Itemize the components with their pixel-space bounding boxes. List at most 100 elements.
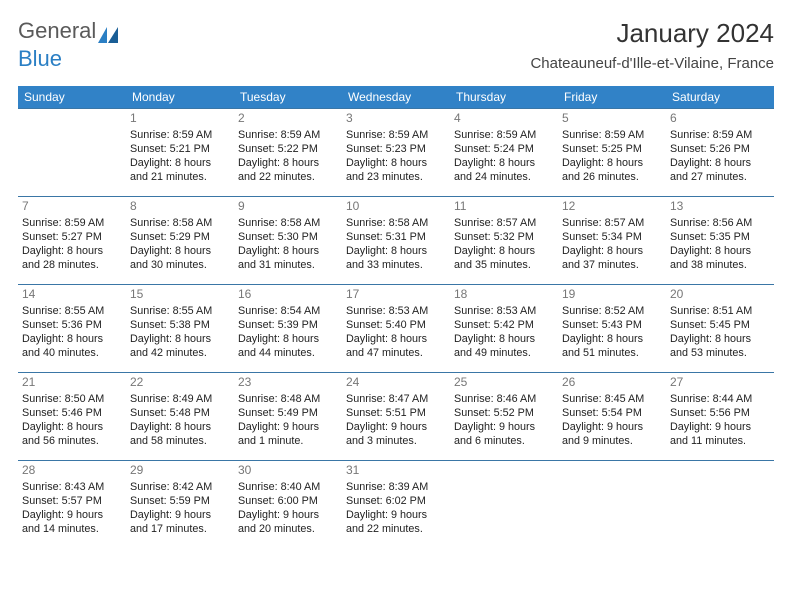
sunset-line: Sunset: 6:00 PM	[238, 494, 338, 508]
logo-text-1: General	[18, 18, 96, 44]
daylight-line: Daylight: 8 hours and 37 minutes.	[562, 244, 662, 272]
daylight-line: Daylight: 8 hours and 40 minutes.	[22, 332, 122, 360]
calendar-cell: 13Sunrise: 8:56 AMSunset: 5:35 PMDayligh…	[666, 196, 774, 284]
month-title: January 2024	[530, 18, 774, 49]
logo: General	[18, 18, 118, 44]
sunset-line: Sunset: 6:02 PM	[346, 494, 446, 508]
daylight-line: Daylight: 9 hours and 9 minutes.	[562, 420, 662, 448]
day-number: 24	[346, 375, 446, 391]
sunrise-line: Sunrise: 8:59 AM	[454, 128, 554, 142]
sunrise-line: Sunrise: 8:58 AM	[130, 216, 230, 230]
calendar-cell: 11Sunrise: 8:57 AMSunset: 5:32 PMDayligh…	[450, 196, 558, 284]
daylight-line: Daylight: 8 hours and 22 minutes.	[238, 156, 338, 184]
sunrise-line: Sunrise: 8:55 AM	[130, 304, 230, 318]
calendar-cell: 18Sunrise: 8:53 AMSunset: 5:42 PMDayligh…	[450, 284, 558, 372]
daylight-line: Daylight: 8 hours and 23 minutes.	[346, 156, 446, 184]
daylight-line: Daylight: 8 hours and 35 minutes.	[454, 244, 554, 272]
sunrise-line: Sunrise: 8:45 AM	[562, 392, 662, 406]
calendar-cell: 4Sunrise: 8:59 AMSunset: 5:24 PMDaylight…	[450, 108, 558, 196]
sunrise-line: Sunrise: 8:40 AM	[238, 480, 338, 494]
sunrise-line: Sunrise: 8:59 AM	[346, 128, 446, 142]
calendar-cell: 10Sunrise: 8:58 AMSunset: 5:31 PMDayligh…	[342, 196, 450, 284]
calendar-cell: 1Sunrise: 8:59 AMSunset: 5:21 PMDaylight…	[126, 108, 234, 196]
calendar-cell: 7Sunrise: 8:59 AMSunset: 5:27 PMDaylight…	[18, 196, 126, 284]
calendar-cell: 6Sunrise: 8:59 AMSunset: 5:26 PMDaylight…	[666, 108, 774, 196]
sunrise-line: Sunrise: 8:59 AM	[562, 128, 662, 142]
sunset-line: Sunset: 5:22 PM	[238, 142, 338, 156]
calendar-cell	[666, 460, 774, 548]
sunrise-line: Sunrise: 8:46 AM	[454, 392, 554, 406]
calendar-grid: SundayMondayTuesdayWednesdayThursdayFrid…	[18, 86, 774, 548]
calendar-cell: 27Sunrise: 8:44 AMSunset: 5:56 PMDayligh…	[666, 372, 774, 460]
sunset-line: Sunset: 5:48 PM	[130, 406, 230, 420]
daylight-line: Daylight: 8 hours and 44 minutes.	[238, 332, 338, 360]
sunrise-line: Sunrise: 8:44 AM	[670, 392, 770, 406]
day-header: Wednesday	[342, 86, 450, 108]
day-number: 31	[346, 463, 446, 479]
daylight-line: Daylight: 8 hours and 42 minutes.	[130, 332, 230, 360]
daylight-line: Daylight: 8 hours and 21 minutes.	[130, 156, 230, 184]
day-number: 22	[130, 375, 230, 391]
calendar-cell	[450, 460, 558, 548]
daylight-line: Daylight: 8 hours and 51 minutes.	[562, 332, 662, 360]
sunset-line: Sunset: 5:36 PM	[22, 318, 122, 332]
sunrise-line: Sunrise: 8:54 AM	[238, 304, 338, 318]
logo-text-2: Blue	[18, 46, 62, 72]
calendar-cell: 15Sunrise: 8:55 AMSunset: 5:38 PMDayligh…	[126, 284, 234, 372]
sunrise-line: Sunrise: 8:56 AM	[670, 216, 770, 230]
sunrise-line: Sunrise: 8:59 AM	[22, 216, 122, 230]
day-number: 18	[454, 287, 554, 303]
calendar-cell: 17Sunrise: 8:53 AMSunset: 5:40 PMDayligh…	[342, 284, 450, 372]
calendar-cell: 29Sunrise: 8:42 AMSunset: 5:59 PMDayligh…	[126, 460, 234, 548]
sunrise-line: Sunrise: 8:39 AM	[346, 480, 446, 494]
sunset-line: Sunset: 5:45 PM	[670, 318, 770, 332]
daylight-line: Daylight: 9 hours and 3 minutes.	[346, 420, 446, 448]
calendar-cell: 5Sunrise: 8:59 AMSunset: 5:25 PMDaylight…	[558, 108, 666, 196]
day-number: 23	[238, 375, 338, 391]
sunrise-line: Sunrise: 8:58 AM	[346, 216, 446, 230]
sunset-line: Sunset: 5:43 PM	[562, 318, 662, 332]
day-header: Thursday	[450, 86, 558, 108]
sunset-line: Sunset: 5:30 PM	[238, 230, 338, 244]
calendar-cell: 28Sunrise: 8:43 AMSunset: 5:57 PMDayligh…	[18, 460, 126, 548]
sunrise-line: Sunrise: 8:43 AM	[22, 480, 122, 494]
day-number: 19	[562, 287, 662, 303]
sunrise-line: Sunrise: 8:57 AM	[454, 216, 554, 230]
daylight-line: Daylight: 8 hours and 31 minutes.	[238, 244, 338, 272]
calendar-cell: 24Sunrise: 8:47 AMSunset: 5:51 PMDayligh…	[342, 372, 450, 460]
day-number: 4	[454, 111, 554, 127]
day-header: Saturday	[666, 86, 774, 108]
sunset-line: Sunset: 5:34 PM	[562, 230, 662, 244]
sunrise-line: Sunrise: 8:48 AM	[238, 392, 338, 406]
sunset-line: Sunset: 5:57 PM	[22, 494, 122, 508]
sunset-line: Sunset: 5:40 PM	[346, 318, 446, 332]
daylight-line: Daylight: 8 hours and 56 minutes.	[22, 420, 122, 448]
daylight-line: Daylight: 9 hours and 11 minutes.	[670, 420, 770, 448]
sunrise-line: Sunrise: 8:52 AM	[562, 304, 662, 318]
calendar-cell: 25Sunrise: 8:46 AMSunset: 5:52 PMDayligh…	[450, 372, 558, 460]
sunset-line: Sunset: 5:26 PM	[670, 142, 770, 156]
day-number: 30	[238, 463, 338, 479]
sunrise-line: Sunrise: 8:53 AM	[346, 304, 446, 318]
day-number: 25	[454, 375, 554, 391]
day-number: 15	[130, 287, 230, 303]
sunset-line: Sunset: 5:51 PM	[346, 406, 446, 420]
day-number: 21	[22, 375, 122, 391]
day-number: 8	[130, 199, 230, 215]
daylight-line: Daylight: 9 hours and 6 minutes.	[454, 420, 554, 448]
sunset-line: Sunset: 5:38 PM	[130, 318, 230, 332]
sunrise-line: Sunrise: 8:59 AM	[130, 128, 230, 142]
sunrise-line: Sunrise: 8:59 AM	[238, 128, 338, 142]
daylight-line: Daylight: 8 hours and 30 minutes.	[130, 244, 230, 272]
day-header: Sunday	[18, 86, 126, 108]
calendar-cell: 16Sunrise: 8:54 AMSunset: 5:39 PMDayligh…	[234, 284, 342, 372]
daylight-line: Daylight: 9 hours and 14 minutes.	[22, 508, 122, 536]
sunrise-line: Sunrise: 8:47 AM	[346, 392, 446, 406]
daylight-line: Daylight: 8 hours and 47 minutes.	[346, 332, 446, 360]
day-number: 27	[670, 375, 770, 391]
calendar-cell: 9Sunrise: 8:58 AMSunset: 5:30 PMDaylight…	[234, 196, 342, 284]
sunset-line: Sunset: 5:35 PM	[670, 230, 770, 244]
sunset-line: Sunset: 5:32 PM	[454, 230, 554, 244]
day-number: 28	[22, 463, 122, 479]
daylight-line: Daylight: 8 hours and 58 minutes.	[130, 420, 230, 448]
